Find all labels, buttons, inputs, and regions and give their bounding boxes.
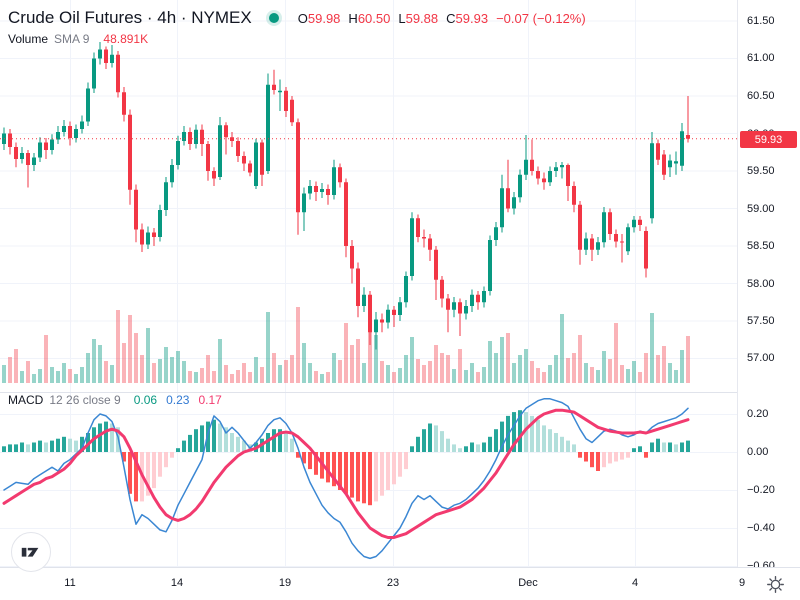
- price-tick-label: 58.50: [747, 240, 775, 252]
- grid-lines: [0, 0, 800, 567]
- time-axis[interactable]: 11 14 19 23 Dec 4 9: [0, 567, 800, 600]
- change-value: −0.07 (−0.12%): [496, 10, 586, 26]
- open-label: O: [297, 10, 308, 26]
- price-tick-label: 60.50: [747, 90, 775, 102]
- time-tick-label: Dec: [518, 577, 538, 589]
- macd-signal-value: 0.17: [198, 393, 222, 407]
- time-tick-label: 19: [278, 577, 292, 589]
- close-label: C: [446, 10, 456, 26]
- macd-indicator-label[interactable]: MACD: [8, 393, 44, 407]
- price-tick-label: 57.00: [747, 352, 775, 364]
- macd-axis[interactable]: 0.20 0.00 −0.20 −0.40 −0.60: [737, 392, 800, 567]
- price-tick-label: 61.50: [747, 15, 775, 27]
- macd-tick-label: 0.00: [747, 446, 769, 458]
- low-value: 59.88: [405, 10, 439, 26]
- time-tick-label: 4: [631, 577, 639, 589]
- tradingview-logo[interactable]: [11, 532, 51, 572]
- price-tick-label: 59.50: [747, 165, 775, 177]
- high-label: H: [348, 10, 358, 26]
- macd-tick-label: −0.60: [747, 560, 775, 567]
- signal-line: [2, 408, 690, 539]
- macd-line-value: 0.23: [166, 393, 190, 407]
- macd-line: [3, 398, 689, 560]
- volume-indicator-label[interactable]: Volume: [8, 32, 49, 46]
- time-tick-label: 23: [386, 577, 400, 589]
- price-tick-label: 61.00: [747, 52, 775, 64]
- candles: [2, 42, 690, 350]
- close-value: 59.93: [455, 10, 489, 26]
- macd-tick-label: −0.20: [747, 484, 775, 496]
- low-label: L: [398, 10, 406, 26]
- volume-legend: Volume SMA 9 48.891K: [8, 32, 148, 46]
- time-tick-label: 11: [64, 577, 76, 589]
- macd-params: 12 26 close 9: [49, 393, 121, 407]
- price-tick-label: 57.50: [747, 315, 775, 327]
- volume-sma-label: SMA 9: [54, 32, 90, 46]
- open-value: 59.98: [307, 10, 341, 26]
- volume-value: 48.891K: [103, 32, 149, 46]
- time-tick-label: 14: [170, 577, 184, 589]
- price-axis[interactable]: 57.0057.5058.0058.5059.0059.5060.0060.50…: [737, 0, 800, 392]
- time-tick-label: 9: [738, 577, 746, 589]
- tradingview-logo-glyph: [21, 547, 39, 557]
- symbol-title[interactable]: Crude Oil Futures · 4h · NYMEX: [8, 8, 252, 27]
- macd-hist-value: 0.06: [133, 393, 158, 407]
- price-tick-label: 58.00: [747, 278, 775, 290]
- macd-legend: MACD 12 26 close 9 0.06 0.23 0.17: [8, 393, 222, 407]
- data-source-dot-icon: [265, 10, 282, 26]
- last-price-badge: 59.93: [740, 131, 797, 148]
- volume-bars: [2, 307, 690, 383]
- price-tick-label: 59.00: [747, 203, 775, 215]
- macd-tick-label: −0.40: [747, 522, 775, 534]
- ohlc-readout: O 59.98 H 60.50 L 59.88 C 59.93 −0.07 (−0.12…: [298, 11, 586, 26]
- gear-icon[interactable]: [767, 576, 784, 593]
- high-value: 60.50: [357, 10, 391, 26]
- macd-tick-label: 0.20: [747, 408, 769, 420]
